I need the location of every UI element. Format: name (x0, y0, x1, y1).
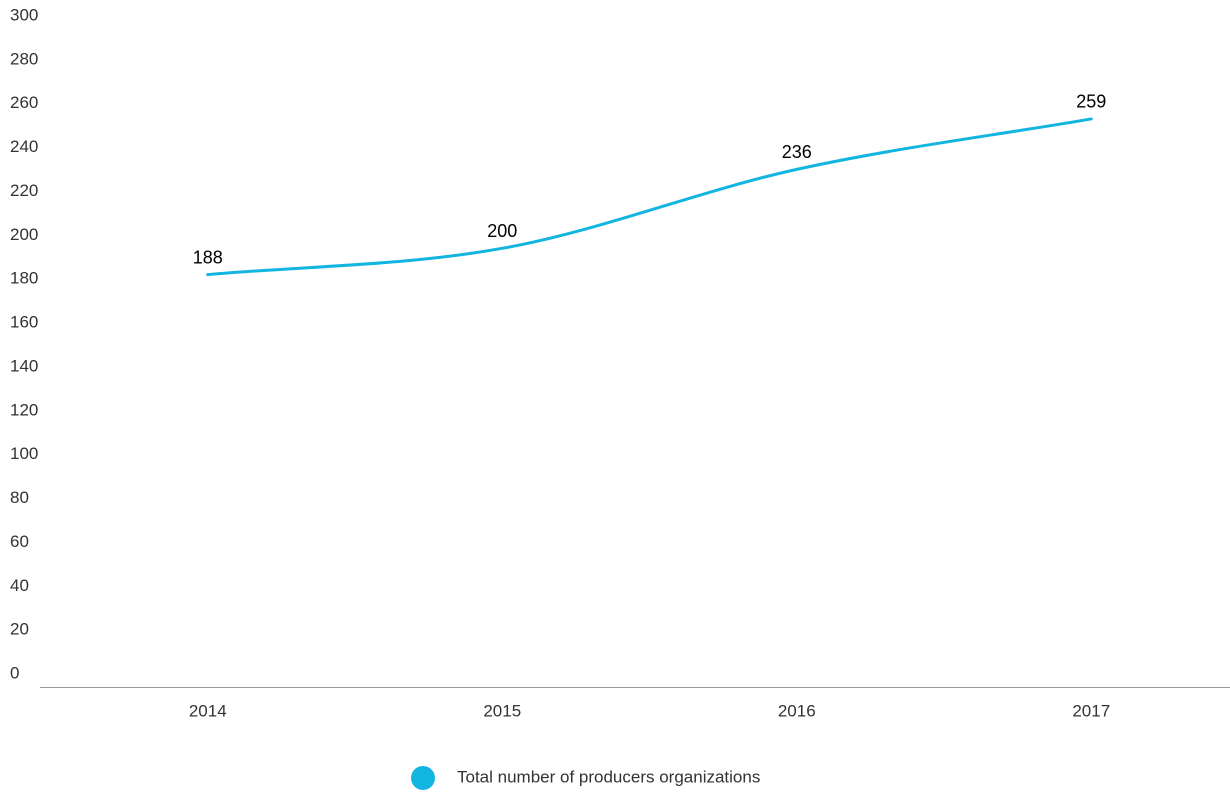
y-tick-label: 60 (10, 532, 29, 551)
x-tick-label: 2015 (483, 701, 521, 720)
x-tick-label: 2016 (778, 701, 816, 720)
x-tick-label: 2014 (189, 701, 227, 720)
y-tick-label: 160 (10, 313, 38, 332)
y-tick-label: 120 (10, 400, 38, 419)
data-label: 259 (1076, 92, 1106, 112)
y-tick-label: 240 (10, 137, 38, 156)
y-tick-label: 260 (10, 93, 38, 112)
legend-label: Total number of producers organizations (457, 767, 760, 786)
y-tick-label: 80 (10, 488, 29, 507)
y-tick-label: 280 (10, 49, 38, 68)
y-tick-label: 220 (10, 181, 38, 200)
y-tick-label: 20 (10, 620, 29, 639)
y-tick-label: 200 (10, 225, 38, 244)
y-tick-label: 180 (10, 269, 38, 288)
y-tick-label: 100 (10, 444, 38, 463)
legend-marker (411, 766, 435, 790)
line (206, 117, 1093, 277)
y-tick-label: 40 (10, 576, 29, 595)
y-tick-label: 140 (10, 356, 38, 375)
data-label: 236 (782, 142, 812, 162)
x-tick-label: 2017 (1072, 701, 1110, 720)
data-label: 200 (487, 221, 517, 241)
y-tick-label: 0 (10, 663, 19, 682)
data-label: 188 (193, 247, 223, 267)
y-tick-label: 300 (10, 5, 38, 24)
